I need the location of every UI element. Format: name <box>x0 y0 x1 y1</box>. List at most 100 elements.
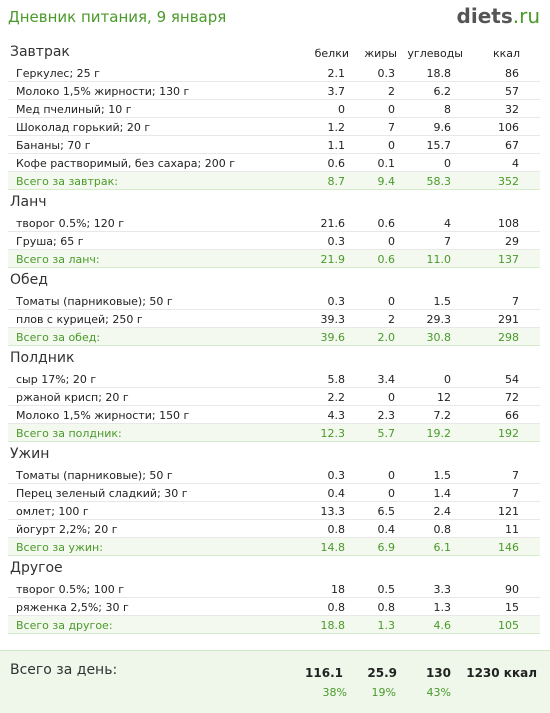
logo-suffix: .ru <box>512 4 540 28</box>
cell-value: 108 <box>498 217 519 230</box>
cell-value: 3.3 <box>433 583 452 596</box>
food-name: Перец зеленый сладкий; 30 г <box>16 487 188 500</box>
cell-value: 58.3 <box>426 175 452 188</box>
food-name: творог 0.5%; 100 г <box>16 583 125 596</box>
food-name: Бананы; 70 г <box>16 139 91 152</box>
food-row <box>8 520 540 538</box>
cell-value: 7.2 <box>433 409 452 422</box>
cell-value: 2 <box>388 313 395 326</box>
cell-value: 72 <box>505 391 519 404</box>
day-total-value: 1230 ккал <box>466 666 537 680</box>
cell-value: 121 <box>498 505 519 518</box>
cell-value: 66 <box>505 409 519 422</box>
cell-value: 29 <box>505 235 519 248</box>
cell-value: 0.6 <box>327 157 346 170</box>
cell-value: 9.4 <box>377 175 396 188</box>
column-header: жиры <box>364 47 397 60</box>
cell-value: 21.9 <box>320 253 346 266</box>
cell-value: 2.2 <box>327 391 346 404</box>
cell-value: 14.8 <box>320 541 346 554</box>
cell-value: 7 <box>512 295 519 308</box>
cell-value: 0.6 <box>377 253 396 266</box>
food-row <box>8 214 540 232</box>
cell-value: 146 <box>498 541 519 554</box>
cell-value: 105 <box>498 619 519 632</box>
cell-value: 15.7 <box>426 139 452 152</box>
cell-value: 0 <box>388 391 395 404</box>
cell-value: 0.3 <box>327 469 346 482</box>
cell-value: 19.2 <box>426 427 452 440</box>
cell-value: 2.0 <box>377 331 396 344</box>
total-label: Всего за ужин: <box>16 541 103 554</box>
food-row <box>8 136 540 154</box>
food-name: Молоко 1,5% жирности; 150 г <box>16 409 190 422</box>
cell-value: 6.9 <box>377 541 396 554</box>
cell-value: 2.1 <box>327 67 346 80</box>
food-name: Мед пчелиный; 10 г <box>16 103 132 116</box>
food-row <box>8 388 540 406</box>
food-name: творог 0.5%; 120 г <box>16 217 125 230</box>
total-label: Всего за другое: <box>16 619 113 632</box>
food-row <box>8 310 540 328</box>
section-title: Завтрак <box>10 44 70 60</box>
food-row <box>8 64 540 82</box>
cell-value: 21.6 <box>320 217 346 230</box>
cell-value: 1.4 <box>433 487 452 500</box>
total-label: Всего за обед: <box>16 331 101 344</box>
cell-value: 1.1 <box>327 139 346 152</box>
food-row <box>8 154 540 172</box>
section-title: Другое <box>10 560 63 576</box>
food-row <box>8 580 540 598</box>
cell-value: 0.8 <box>327 523 346 536</box>
cell-value: 18 <box>331 583 345 596</box>
cell-value: 0.4 <box>327 487 346 500</box>
cell-value: 1.3 <box>433 601 452 614</box>
food-row <box>8 100 540 118</box>
cell-value: 0 <box>444 373 451 386</box>
cell-value: 5.8 <box>327 373 346 386</box>
day-total-value: 130 <box>425 666 451 680</box>
cell-value: 30.8 <box>426 331 452 344</box>
cell-value: 11.0 <box>426 253 452 266</box>
section-title: Ланч <box>10 194 47 210</box>
cell-value: 137 <box>498 253 519 266</box>
food-row <box>8 118 540 136</box>
food-name: омлет; 100 г <box>16 505 89 518</box>
food-row <box>8 232 540 250</box>
cell-value: 7 <box>512 487 519 500</box>
logo[interactable]: diets.ru <box>457 4 540 28</box>
total-row <box>8 424 540 442</box>
section-title: Ужин <box>10 446 50 462</box>
cell-value: 13.3 <box>320 505 346 518</box>
cell-value: 39.6 <box>320 331 346 344</box>
cell-value: 0.3 <box>377 67 396 80</box>
cell-value: 12.3 <box>320 427 346 440</box>
cell-value: 15 <box>505 601 519 614</box>
cell-value: 0.4 <box>377 523 396 536</box>
food-name: ряженка 2,5%; 30 г <box>16 601 129 614</box>
food-name: Груша; 65 г <box>16 235 84 248</box>
food-name: Томаты (парниковые); 50 г <box>16 469 173 482</box>
cell-value: 192 <box>498 427 519 440</box>
cell-value: 0 <box>388 469 395 482</box>
cell-value: 0.5 <box>377 583 396 596</box>
section-title: Обед <box>10 272 48 288</box>
cell-value: 18.8 <box>426 67 452 80</box>
total-label: Всего за завтрак: <box>16 175 119 188</box>
cell-value: 2 <box>388 85 395 98</box>
day-percent: 43% <box>426 686 451 699</box>
cell-value: 3.7 <box>327 85 346 98</box>
cell-value: 0 <box>388 235 395 248</box>
cell-value: 5.7 <box>377 427 396 440</box>
food-row <box>8 406 540 424</box>
cell-value: 86 <box>505 67 519 80</box>
food-row <box>8 484 540 502</box>
food-name: плов с курицей; 250 г <box>16 313 143 326</box>
cell-value: 3.4 <box>377 373 396 386</box>
total-label: Всего за полдник: <box>16 427 122 440</box>
total-row <box>8 172 540 190</box>
cell-value: 29.3 <box>426 313 452 326</box>
day-total-value: 25.9 <box>367 666 397 680</box>
cell-value: 6.2 <box>433 85 452 98</box>
food-name: Кофе растворимый, без сахара; 200 г <box>16 157 235 170</box>
